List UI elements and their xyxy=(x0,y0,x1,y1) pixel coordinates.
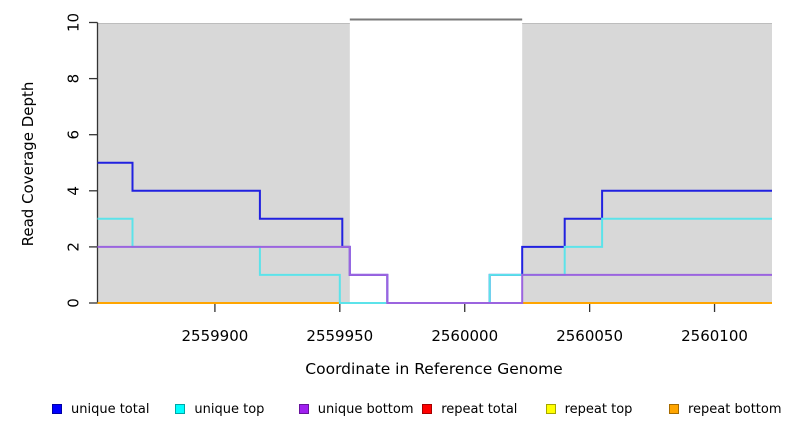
covered-region xyxy=(97,23,350,303)
legend-swatch-repeat-bottom xyxy=(669,404,679,414)
legend-label-unique-total: unique total xyxy=(71,401,150,417)
legend-swatch-unique-bottom xyxy=(298,404,309,414)
legend-swatch-unique-top xyxy=(175,404,186,414)
y-tick-label: 0 xyxy=(65,298,83,308)
legend-item-unique-bottom: unique bottom xyxy=(298,399,414,419)
y-tick-label: 10 xyxy=(65,13,83,32)
x-axis-title: Coordinate in Reference Genome xyxy=(305,360,563,378)
series-line-unique-bottom xyxy=(97,245,772,304)
y-tick-label: 4 xyxy=(65,186,83,196)
y-tick-label: 6 xyxy=(65,130,83,140)
legend-label-unique-bottom: unique bottom xyxy=(317,401,414,417)
legend-item-unique-total: unique total xyxy=(52,399,149,419)
legend-item-repeat-total: repeat total xyxy=(422,399,517,419)
x-tick-label: 2560000 xyxy=(431,327,498,345)
legend-label-unique-top: unique top xyxy=(194,401,265,417)
legend-label-repeat-total: repeat total xyxy=(441,401,518,417)
legend-item-repeat-top: repeat top xyxy=(545,399,633,419)
legend-swatch-unique-total xyxy=(52,404,62,414)
x-tick-label: 2560050 xyxy=(556,327,623,345)
legend: unique total unique top unique bottom repea… xyxy=(0,399,792,423)
legend-item-repeat-bottom: repeat bottom xyxy=(669,399,782,419)
covered-region xyxy=(522,23,772,303)
legend-swatch-repeat-top xyxy=(545,404,556,414)
legend-item-unique-top: unique top xyxy=(175,399,264,419)
legend-swatch-repeat-total xyxy=(422,404,433,414)
x-tick-label: 2559900 xyxy=(182,327,249,345)
y-tick-label: 2 xyxy=(65,242,83,252)
x-tick-label: 2559950 xyxy=(306,327,373,345)
legend-label-repeat-top: repeat top xyxy=(564,401,633,417)
x-tick-label: 2560100 xyxy=(681,327,748,345)
y-tick-label: 8 xyxy=(65,74,83,84)
y-axis-title: Read Coverage Depth xyxy=(19,81,37,247)
legend-label-repeat-bottom: repeat bottom xyxy=(688,401,782,417)
